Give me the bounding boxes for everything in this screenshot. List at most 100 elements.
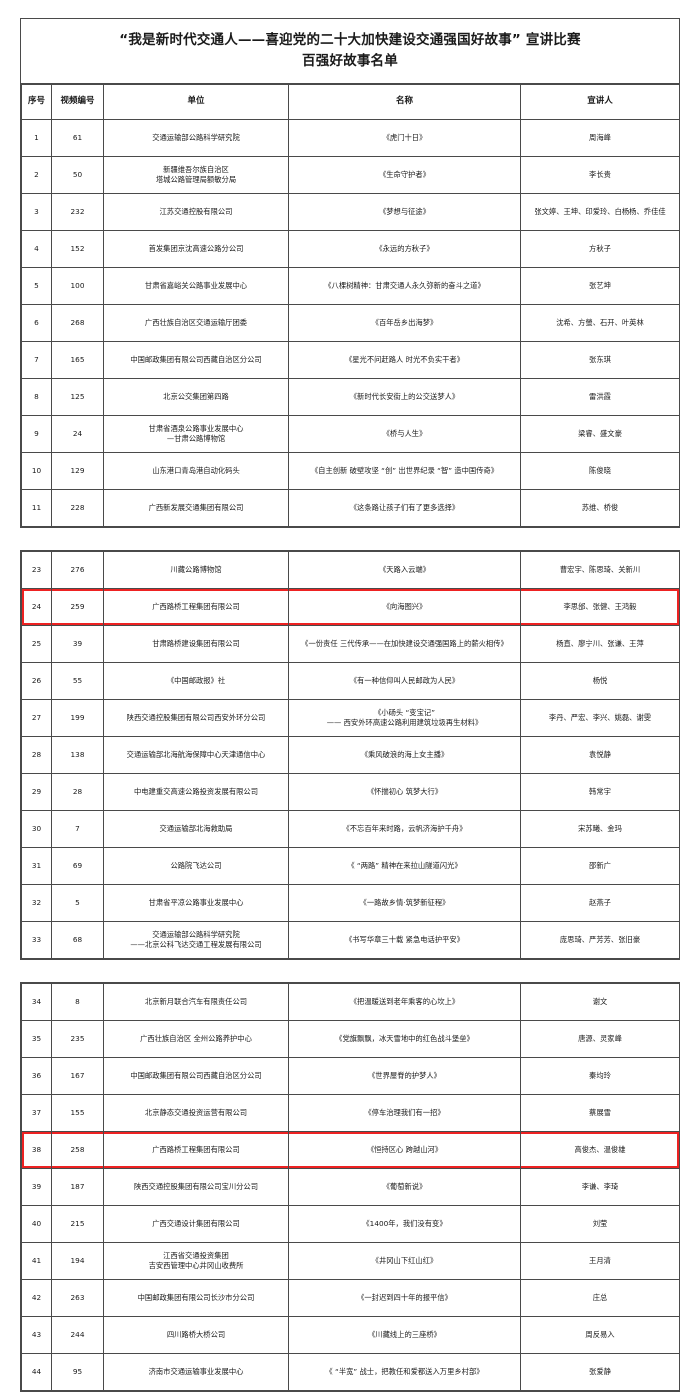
cell-story-text: 《乘风破浪的海上女主播》 (360, 749, 449, 759)
cell-unit-text: 交通运输部公路科学研究院 (152, 930, 240, 939)
cell-video-no: 232 (51, 192, 104, 231)
cell-index-text: 11 (31, 502, 42, 512)
cell-speaker-text: 苏维、桥俊 (581, 502, 619, 512)
cell-story: 《一封迟到四十年的报平信》 (288, 1278, 521, 1317)
cell-unit: 公路院飞达公司 (103, 846, 289, 885)
table-row: 4 152 首发集团京沈高速公路分公司 《永远的方秋子》 方秋子 (21, 229, 680, 268)
block-spacer-1 (0, 528, 700, 550)
table-block-3: 34 8 北京新月联合汽车有限责任公司 《把温暖送到老年乘客的心坎上》 谢文 35 235 广… (20, 981, 680, 1392)
cell-unit: 广西路桥工程集团有限公司 (103, 587, 289, 626)
cell-index: 44 (21, 1352, 52, 1391)
cell-story-text: 《向海图兴》 (382, 601, 427, 611)
cell-index: 11 (21, 488, 52, 527)
cell-index-text: 28 (31, 749, 42, 759)
cell-story: 《一路故乡情·筑梦新征程》 (288, 883, 521, 922)
cell-speaker: 周反易入 (520, 1315, 680, 1354)
cell-index: 9 (21, 414, 52, 453)
table-row: 2 50 新疆维吾尔族自治区 塔城公路管理局额敏分局 《生命守护者》 李长贵 (21, 155, 680, 194)
cell-unit-text: 广西壮族自治区交通运输厅团委 (144, 317, 248, 327)
cell-story-text: 《梦想与征途》 (378, 206, 431, 216)
cell-speaker: 谢文 (520, 982, 680, 1021)
cell-speaker: 李谦、李琦 (520, 1167, 680, 1206)
cell-unit: 《中国邮政报》社 (103, 661, 289, 700)
table-row: 39 187 陕西交通控股集团有限公司宝川分公司 《葡萄新说》 李谦、李琦 (21, 1167, 680, 1206)
cell-unit-text: 广西路桥工程集团有限公司 (152, 1144, 240, 1154)
cell-speaker: 宋苏曦、金玛 (520, 809, 680, 848)
cell-speaker-text: 李长贵 (589, 169, 611, 179)
cell-speaker-text: 蔡展雪 (589, 1107, 611, 1117)
cell-unit-text: 甘肃省嘉峪关公路事业发展中心 (144, 280, 248, 290)
cell-story-text: 《新时代长安街上的公交送梦人》 (349, 391, 460, 401)
cell-speaker: 庄总 (520, 1278, 680, 1317)
cell-speaker-text: 赵燕子 (589, 897, 611, 907)
cell-index: 36 (21, 1056, 52, 1095)
cell-video-no-text: 199 (70, 712, 85, 722)
table-row: 24 259 广西路桥工程集团有限公司 《向海图兴》 李思邰、张健、王鸿毅 (21, 587, 680, 626)
cell-unit-text: 交通运输部北海救助局 (159, 823, 233, 833)
cell-video-no: 24 (51, 414, 104, 453)
cell-index: 7 (21, 340, 52, 379)
cell-unit: 陕西交通控股集团有限公司宝川分公司 (103, 1167, 289, 1206)
cell-video-no-text: 155 (70, 1107, 85, 1117)
cell-speaker-text: 袁悦静 (589, 749, 611, 759)
cell-video-no-text: 268 (70, 317, 85, 327)
cell-speaker-text: 刘莹 (592, 1218, 608, 1228)
title-line-1: “我是新时代交通人——喜迎党的二十大加快建设交通强国好故事” 宣讲比赛 (119, 32, 581, 48)
cell-story: 《 “半宽” 战士，把教任和爱都送入万里乡村部》 (288, 1352, 521, 1391)
table-row: 40 215 广西交通设计集团有限公司 《1400年，我们没有变》 刘莹 (21, 1204, 680, 1243)
cell-speaker-text: 陈俊晓 (589, 465, 611, 475)
cell-speaker: 李长贵 (520, 155, 680, 194)
cell-speaker-text: 杨直、廖宁川、张谦、王萍 (556, 638, 644, 648)
cell-story-text: 《虎门十日》 (382, 132, 427, 142)
cell-video-no: 268 (51, 303, 104, 342)
cell-unit-text: 交通运输部北海航海保障中心天津通信中心 (126, 749, 266, 759)
cell-story-text: 《自主创新 破壁攻坚 “创” 出世界纪录 “智” 造中国传奇》 (310, 465, 499, 475)
cell-speaker-text: 秦均玲 (589, 1070, 611, 1080)
table-row: 38 258 广西路桥工程集团有限公司 《恒持区心 跨越山河》 高俊杰、温俊雄 (21, 1130, 680, 1169)
cell-story-text: 《这条路让孩子们有了更多选择》 (349, 502, 460, 512)
cell-index: 31 (21, 846, 52, 885)
cell-story: 《书写华章三十载 紧急电话护平安》 (288, 920, 521, 959)
cell-speaker: 邵新广 (520, 846, 680, 885)
cell-index-text: 8 (34, 391, 39, 401)
cell-speaker: 张文婷、王坤、印爱玲、白杨杨、乔佳佳 (520, 192, 680, 231)
cell-video-no-text: 194 (70, 1255, 85, 1265)
column-header-index: 序号 (21, 83, 52, 120)
cell-index-text: 24 (31, 601, 42, 611)
cell-index-text: 34 (31, 996, 42, 1006)
cell-story-text: 《不忘百年来时路，云帆济海护千舟》 (342, 823, 467, 833)
cell-speaker: 王月清 (520, 1241, 680, 1280)
cell-video-no: 5 (51, 883, 104, 922)
cell-unit: 北京静态交通投资运营有限公司 (103, 1093, 289, 1132)
cell-unit: 北京新月联合汽车有限责任公司 (103, 982, 289, 1021)
cell-video-no: 69 (51, 846, 104, 885)
cell-video-no: 215 (51, 1204, 104, 1243)
cell-speaker-text: 张爱静 (589, 1366, 611, 1376)
cell-video-no-text: 7 (75, 823, 80, 833)
cell-speaker-text: 韩常宇 (589, 786, 611, 796)
cell-video-no: 244 (51, 1315, 104, 1354)
cell-video-no-text: 259 (70, 601, 85, 611)
cell-unit-text: 北京新月联合汽车有限责任公司 (144, 996, 248, 1006)
cell-speaker: 曹宏宇、陈思琦、关新川 (520, 550, 680, 589)
cell-video-no-text: 125 (70, 391, 85, 401)
cell-index-text: 27 (31, 712, 42, 722)
cell-video-no: 155 (51, 1093, 104, 1132)
cell-story-text: 《世界屋脊的护梦人》 (368, 1070, 441, 1080)
top-spacer (0, 0, 700, 18)
cell-speaker-text: 高俊杰、温俊雄 (574, 1144, 626, 1154)
cell-video-no-text: 187 (70, 1181, 85, 1191)
cell-index: 5 (21, 266, 52, 305)
cell-story: 《葡萄新说》 (288, 1167, 521, 1206)
cell-unit: 新疆维吾尔族自治区 塔城公路管理局额敏分局 (103, 155, 289, 194)
table-body-2: 23 276 川藏公路博物馆 《天路入云端》 曹宏宇、陈思琦、关新川 24 259 广西路桥工… (21, 550, 680, 959)
cell-video-no: 167 (51, 1056, 104, 1095)
cell-story: 《川藏线上的三座桥》 (288, 1315, 521, 1354)
cell-index: 38 (21, 1130, 52, 1169)
cell-index-text: 33 (31, 934, 42, 944)
cell-unit: 甘肃省嘉峪关公路事业发展中心 (103, 266, 289, 305)
column-header-unit: 单位 (103, 83, 289, 120)
cell-unit-text: 交通运输部公路科学研究院 (152, 132, 240, 142)
table-row: 33 68 交通运输部公路科学研究院 ——北京公科飞达交通工程发展有限公司 《书写华章三… (21, 920, 680, 959)
cell-index-text: 37 (31, 1107, 42, 1117)
